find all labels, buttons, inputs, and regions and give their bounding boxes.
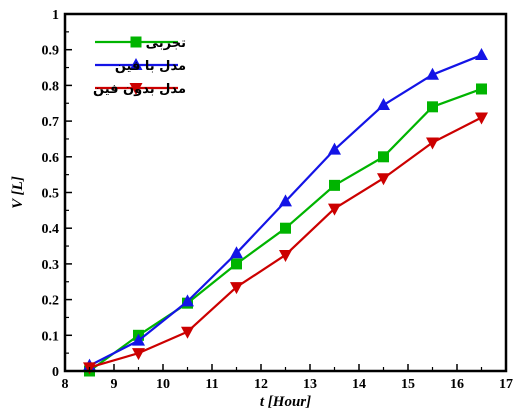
legend-swatch-marker	[129, 58, 143, 70]
legend: تجربی مدل با فین مدل بدون فین	[93, 36, 186, 97]
series-3	[83, 112, 488, 375]
x-tick-label: 13	[303, 377, 317, 392]
series-3-point	[475, 112, 488, 125]
legend-item-2: مدل با فین	[95, 58, 186, 74]
series-3-point	[230, 282, 243, 295]
series-2-point	[475, 48, 488, 61]
x-tick-label: 15	[401, 377, 415, 392]
series-1-point	[329, 179, 340, 191]
series-2	[83, 48, 488, 371]
legend-label: مدل با فین	[115, 59, 186, 74]
series-2-line	[89, 54, 482, 367]
y-tick-label: 0.1	[42, 329, 60, 344]
x-tick-label: 11	[205, 377, 218, 392]
x-tick-label: 8	[62, 377, 69, 392]
series-2-point	[279, 194, 292, 207]
x-tick-label: 9	[111, 377, 118, 392]
series-2-point	[181, 294, 194, 307]
y-axis-title: V [L]	[10, 176, 26, 209]
series-3-point	[328, 203, 341, 216]
x-axis-title: t [Hour]	[260, 394, 311, 410]
series-1	[84, 83, 487, 377]
y-tick-label: 0	[52, 365, 59, 380]
legend-item-1: تجربی	[95, 36, 186, 51]
series-3-point	[181, 326, 194, 339]
series-1-point	[427, 101, 438, 113]
x-tick-label: 16	[450, 377, 464, 392]
legend-item-3: مدل بدون فین	[93, 82, 186, 97]
legend-label: مدل بدون فین	[93, 82, 186, 97]
y-tick-label: 0.4	[42, 222, 60, 237]
series-2-point	[328, 142, 341, 155]
series-1-point	[280, 222, 291, 234]
series-2-point	[426, 67, 439, 80]
y-tick-label: 0.8	[42, 79, 60, 94]
plot-area	[83, 48, 488, 377]
y-tick-label: 1	[52, 8, 59, 23]
axis-ticks: 8 9 10 11 12 13 14 15 16 17 0 0.1 0.2 0.3 0.4 0.5 0.6 0.7…	[42, 8, 513, 392]
series-3-point	[377, 173, 390, 186]
legend-swatch-marker	[129, 83, 143, 95]
series-2-point	[377, 98, 390, 111]
x-tick-label: 10	[156, 377, 170, 392]
series-1-point	[378, 151, 389, 163]
legend-swatch-marker	[130, 36, 142, 48]
y-tick-label: 0.2	[42, 294, 60, 309]
series-2-point	[230, 246, 243, 259]
legend-label: تجربی	[146, 36, 186, 51]
series-2-point	[132, 333, 145, 346]
y-tick-label: 0.9	[42, 44, 60, 59]
series-3-point	[279, 249, 292, 262]
x-tick-label: 14	[352, 377, 366, 392]
y-tick-label: 0.3	[42, 258, 60, 273]
series-3-point	[426, 137, 439, 150]
series-1-point	[231, 258, 242, 270]
y-tick-label: 0.5	[42, 187, 60, 202]
x-tick-label: 12	[254, 377, 268, 392]
x-tick-label: 17	[499, 377, 513, 392]
y-tick-label: 0.6	[42, 151, 60, 166]
y-tick-label: 0.7	[42, 115, 60, 130]
series-3-point	[132, 348, 145, 361]
series-1-point	[476, 83, 487, 95]
